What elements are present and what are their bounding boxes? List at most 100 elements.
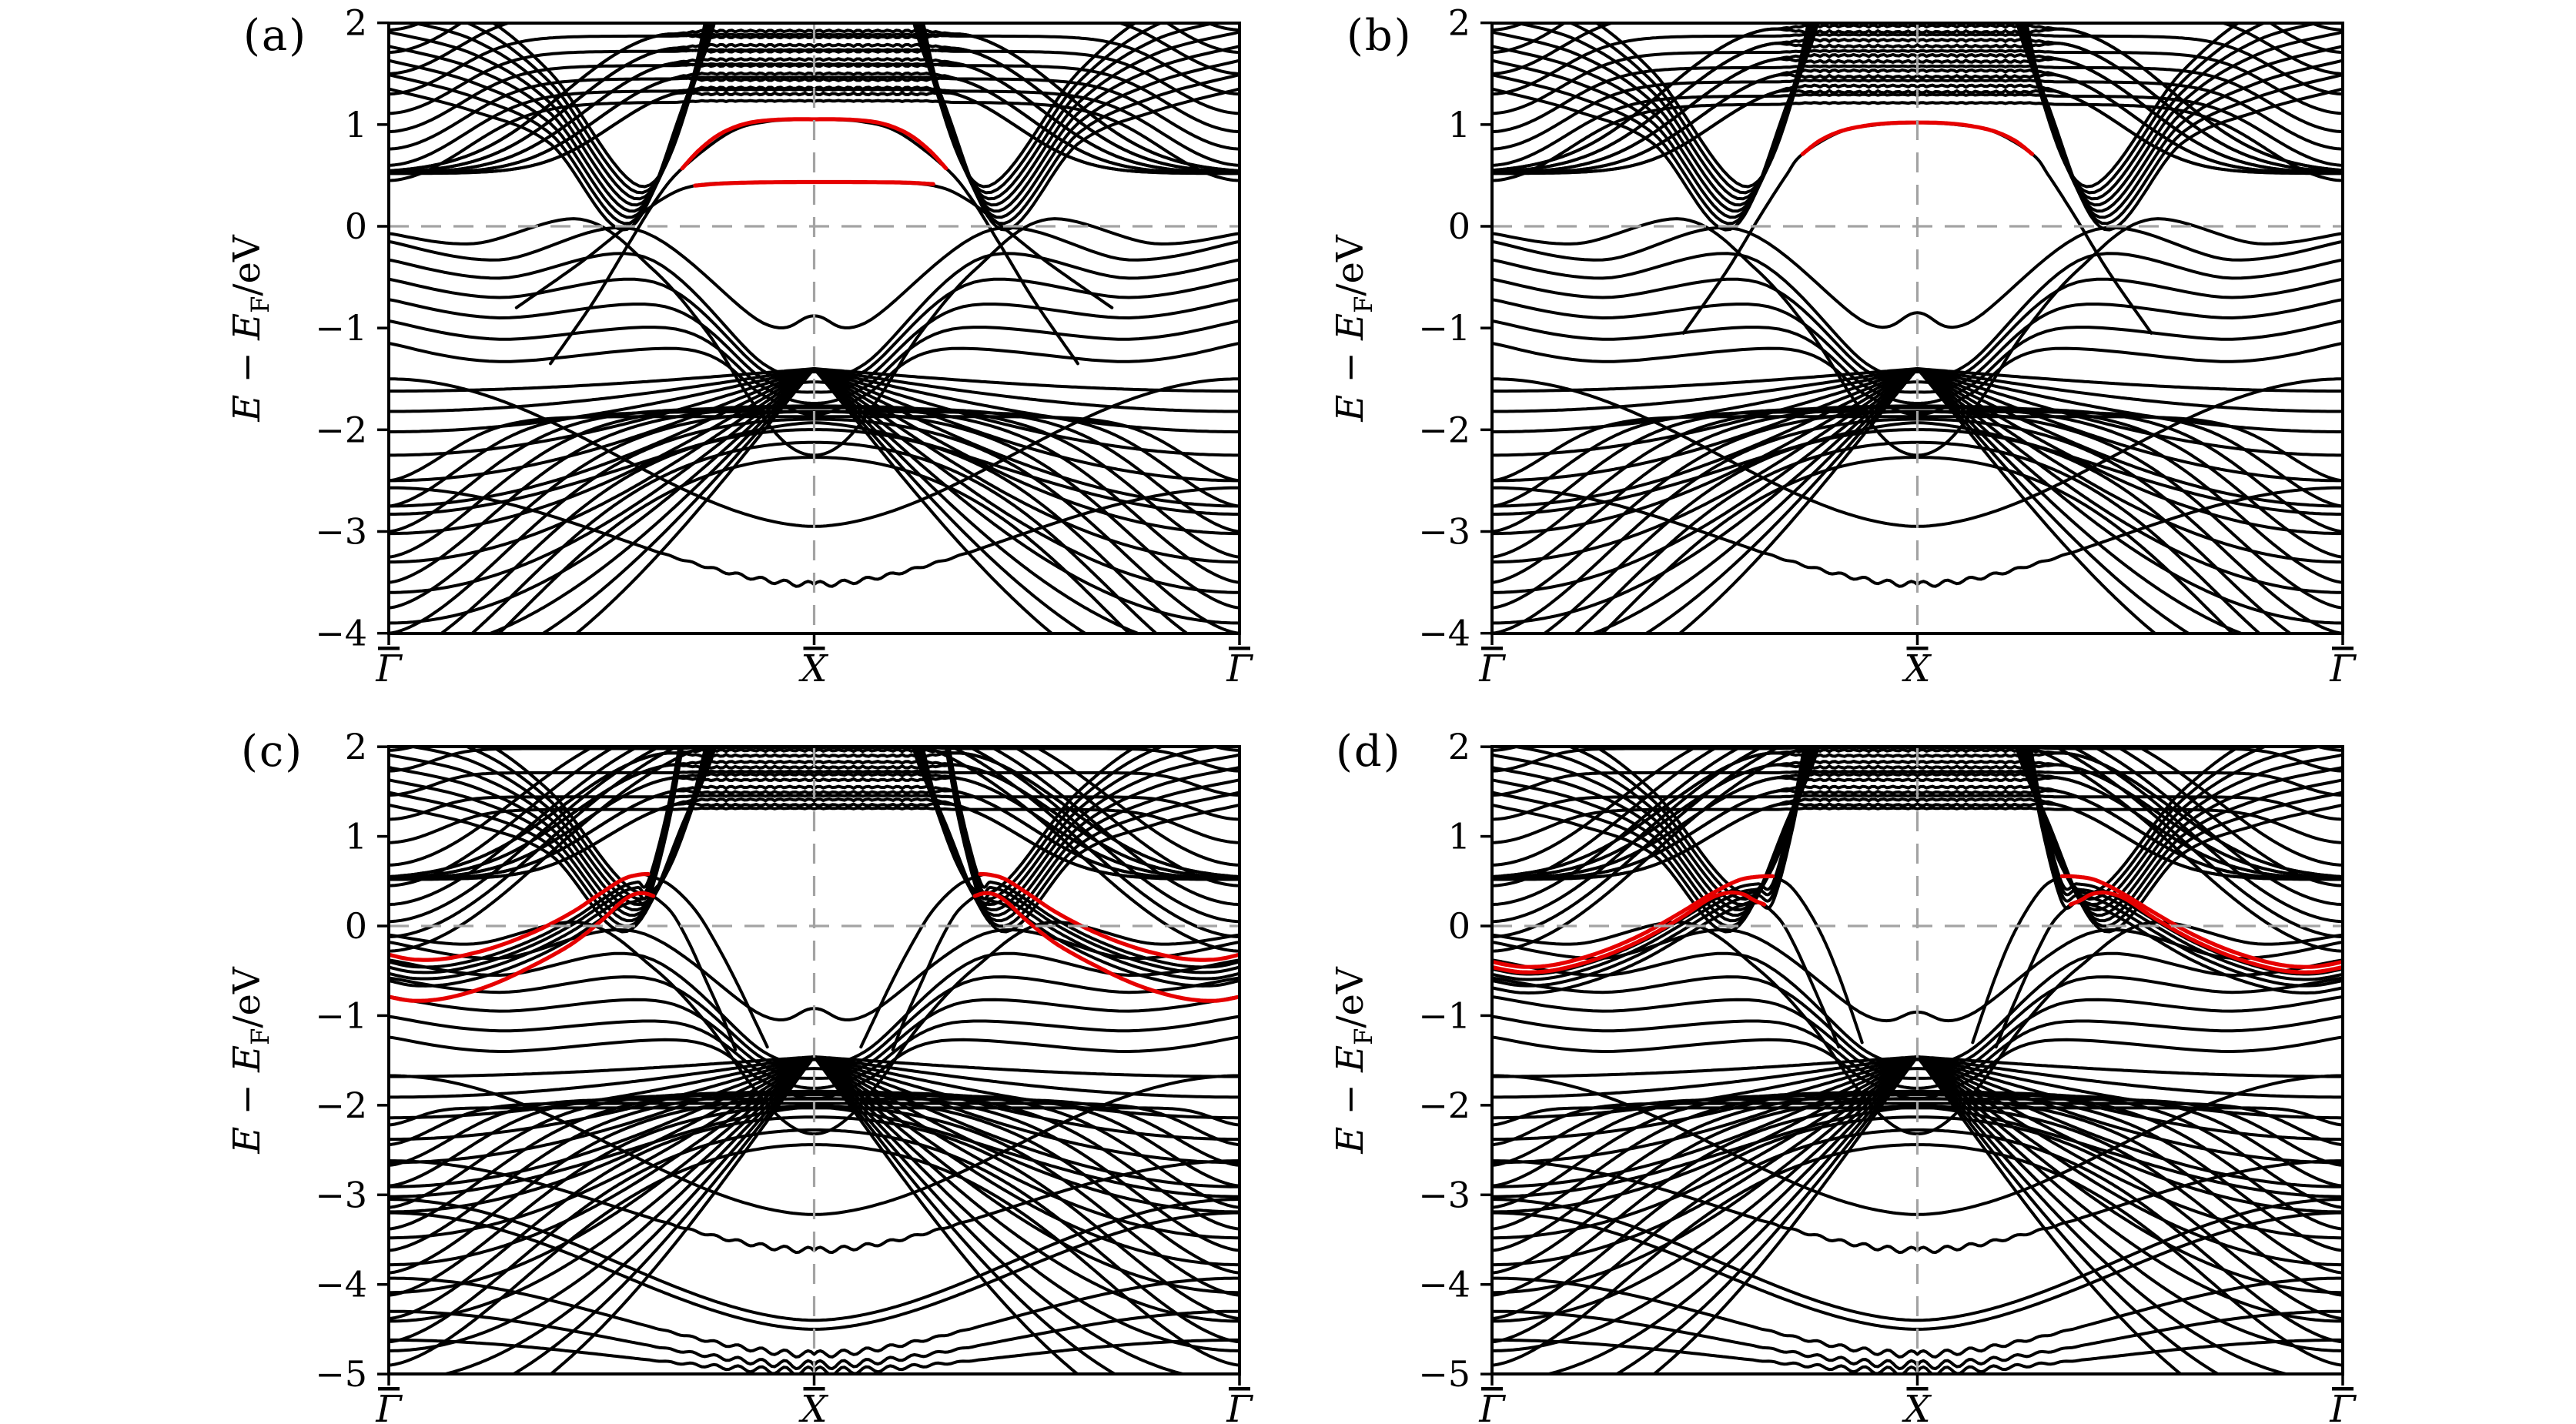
band-line: [389, 951, 1239, 1064]
y-tick-label: −1: [315, 307, 367, 349]
band-line: [574, 367, 1055, 633]
panel-label-c: (c): [241, 727, 304, 777]
band-line: [1492, 23, 2343, 207]
band-line: [1492, 226, 2343, 329]
edge-state-line: [1492, 874, 1775, 969]
band-line: [1492, 747, 2343, 934]
x-tick-label-gamma: Γ: [375, 1388, 403, 1424]
y-tick-label: −2: [315, 409, 367, 450]
panel-d: 210−1−2−3−4−5Γ X ΓE − EF/eV: [1329, 726, 2357, 1424]
band-line: [1492, 747, 1809, 994]
y-tick-label: 0: [1448, 905, 1470, 947]
band-line: [1492, 1035, 2343, 1101]
y-tick-label: 1: [345, 104, 367, 145]
y-tick-label: −5: [1418, 1353, 1470, 1395]
band-line: [1677, 367, 2158, 633]
overbar: [803, 647, 825, 650]
edge-state-line: [389, 891, 656, 1003]
y-tick-label: 0: [345, 905, 367, 947]
band-line: [1492, 801, 2343, 881]
overbar: [378, 647, 400, 650]
band-line: [1492, 747, 2343, 938]
x-tick-label-gamma: Γ: [1226, 647, 1253, 690]
edge-state-line: [693, 179, 935, 188]
y-tick-label: 1: [345, 816, 367, 857]
y-tick-label: −2: [315, 1085, 367, 1126]
band-line: [389, 747, 682, 974]
band-line: [1492, 747, 1807, 981]
band-line: [389, 1276, 1239, 1359]
overbar: [1481, 647, 1503, 650]
overbar: [2332, 647, 2354, 650]
band-line: [1492, 404, 2343, 559]
band-line: [1492, 23, 2343, 219]
band-line: [389, 23, 1239, 232]
band-line: [389, 23, 1239, 207]
support-band-line: [651, 894, 738, 1051]
edge-state-line: [2068, 890, 2343, 974]
y-tick-label: 2: [1448, 2, 1470, 44]
support-band-line: [891, 894, 977, 1051]
band-line: [389, 486, 1239, 588]
edge-state-line: [680, 117, 948, 171]
band-line: [389, 920, 1239, 1136]
band-line: [389, 747, 1239, 934]
band-line: [389, 747, 1239, 923]
band-line: [389, 747, 683, 981]
edge-state-line: [972, 891, 1239, 1003]
band-line: [389, 1128, 1239, 1344]
support-band-line: [1994, 903, 2073, 1049]
band-line: [1573, 440, 2262, 633]
x-tick-label-x-point: X: [1901, 647, 1932, 690]
band-line: [389, 46, 1239, 174]
y-tick-label: 0: [1448, 206, 1470, 247]
band-line: [1492, 747, 2343, 867]
band-line: [406, 23, 1222, 201]
support-band-line: [642, 872, 769, 1049]
band-line: [2027, 747, 2343, 988]
band-line: [1566, 23, 2269, 195]
support-band-line: [1771, 874, 1864, 1045]
band-line: [1492, 42, 2343, 174]
band-line: [1492, 23, 2343, 232]
band-line: [1492, 747, 2343, 917]
overbar: [1229, 1387, 1250, 1391]
band-line: [489, 747, 1139, 896]
y-tick-label: −2: [1418, 1085, 1470, 1126]
support-band-line: [1762, 903, 1841, 1049]
band-line: [389, 23, 1239, 226]
x-tick-label-x-point: X: [1901, 1388, 1932, 1424]
band-line: [1492, 1093, 2343, 1188]
overbar: [803, 1387, 825, 1391]
band-line: [389, 806, 1239, 844]
edge-state-line: [389, 871, 651, 962]
band-line: [1492, 776, 2343, 881]
y-tick-label: −4: [1418, 613, 1470, 654]
y-tick-label: 2: [1448, 726, 1470, 767]
band-line: [462, 747, 1166, 901]
band-line: [1492, 252, 2343, 377]
y-tick-label: −1: [1418, 307, 1470, 349]
y-axis-title: E − EF/eV: [226, 966, 275, 1155]
x-tick-label-gamma: Γ: [375, 647, 403, 690]
overbar: [1229, 647, 1250, 650]
x-tick-label-x-point: X: [798, 1388, 828, 1424]
band-line: [403, 747, 1225, 907]
band-line: [1492, 486, 2343, 588]
band-line: [1492, 1128, 2343, 1344]
y-tick-label: −4: [315, 613, 367, 654]
overbar: [1906, 647, 1929, 650]
panel-label-d: (d): [1336, 727, 1402, 777]
band-line: [2026, 747, 2343, 994]
band-line: [389, 975, 1239, 1071]
y-tick-label: −4: [1418, 1264, 1470, 1305]
band-line: [1492, 319, 2343, 405]
x-tick-label-gamma: Γ: [1478, 647, 1506, 690]
band-line: [389, 747, 684, 988]
y-tick-label: −3: [315, 1174, 367, 1215]
band-line: [1492, 747, 1808, 988]
y-axis-title: E − EF/eV: [1329, 966, 1378, 1155]
panel-label-a: (a): [243, 11, 308, 61]
